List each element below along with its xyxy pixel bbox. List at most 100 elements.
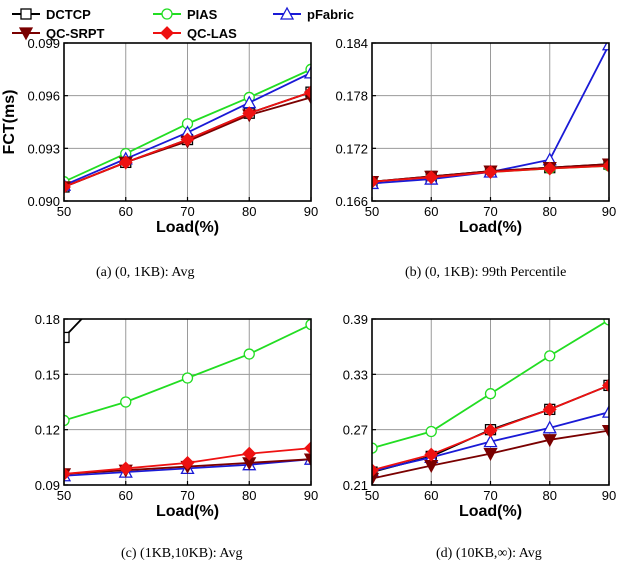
legend-marker [160,26,174,40]
x-tick-label: 60 [424,204,438,219]
data-point-qc-las [542,402,557,417]
data-point-pias [372,442,378,454]
y-tick-label: 0.096 [27,89,60,104]
data-point-qc-srpt [372,472,380,485]
legend-label: PIAS [187,7,218,22]
x-tick-label: 80 [242,204,256,219]
data-point-pias [603,319,609,326]
data-point-qc-las [64,467,71,481]
x-axis-label: Load(%) [156,219,219,236]
panel-c: 50 60 70 80 90 0.09 0.12 0.15 0.18 Load(%) [35,312,319,520]
data-point-qc-las [602,378,609,393]
series-group [372,43,609,190]
data-point-pias [243,348,255,360]
x-tick-label: 90 [602,204,616,219]
legend-marker [161,8,173,20]
series-qc-las [372,158,609,189]
data-point-qc-las [118,461,133,476]
legend-label: DCTCP [46,7,91,22]
data-point-qc-las [372,174,379,189]
panel-b: 50 60 70 80 90 0.166 0.172 0.178 0.184 Load(%) [335,36,616,236]
x-tick-label: 90 [602,488,616,503]
x-tick-label: 80 [242,488,256,503]
data-point-pias [64,414,70,427]
y-tick-label: 0.178 [335,89,368,104]
x-tick-label: 70 [180,204,194,219]
legend: DCTCP PIAS pFabric QC-SRPT QC-LAS [12,6,354,41]
y-tick-label: 0.27 [343,423,368,438]
data-point-pias [425,425,437,438]
data-point-qc-las [542,161,557,176]
caption-c: (c) (1KB,10KB): Avg [121,546,243,561]
x-tick-label: 70 [180,488,194,503]
chart-panels: 50 60 70 80 90 0.090 0.093 0.096 0.099 Load(%) FCT… [1,36,616,520]
data-point-pias [305,319,311,331]
series-qc-las [372,378,609,478]
data-point-qc-las [424,170,439,185]
data-point-qc-srpt [601,424,609,438]
series-group [372,319,609,485]
data-point-qc-las [304,441,311,456]
y-tick-label: 0.09 [35,478,60,493]
x-tick-label: 80 [543,488,557,503]
y-tick-label: 0.12 [35,423,60,438]
data-point-qc-las [483,165,498,179]
x-tick-label: 50 [57,488,71,503]
data-point-qc-srpt [303,453,311,467]
x-tick-label: 60 [424,488,438,503]
series-qc-srpt [372,424,609,485]
x-axis-label: Load(%) [156,503,219,520]
data-point-qc-srpt [542,434,557,448]
data-point-qc-las [64,180,71,194]
x-tick-label: 50 [57,204,71,219]
panel-d: 50 60 70 80 90 0.21 0.27 0.33 0.39 Load(%) [343,312,617,520]
legend-label: QC-LAS [187,26,237,41]
data-point-qc-las [483,423,498,438]
x-tick-label: 70 [483,204,497,219]
legend-marker [279,6,295,20]
data-point-pias [120,396,132,408]
y-tick-label: 0.39 [343,312,368,327]
series-pias [372,319,609,454]
legend-entry-qc-srpt: QC-SRPT [12,26,105,41]
y-tick-label: 0.21 [343,478,368,493]
y-tick-label: 0.33 [343,367,368,382]
data-point-qc-las [180,455,195,470]
legend-entry-qc-las: QC-LAS [153,26,237,41]
data-point-qc-las [304,85,311,100]
data-point-pias [484,388,497,400]
x-axis-label: Load(%) [459,219,522,236]
series-group [64,319,311,482]
x-tick-label: 50 [365,488,379,503]
legend-label: pFabric [307,7,354,22]
y-tick-label: 0.184 [335,36,368,51]
y-tick-label: 0.166 [335,194,368,209]
data-point-pfabric [542,420,557,434]
x-tick-label: 90 [304,488,318,503]
legend-entry-dctcp: DCTCP [12,7,91,22]
y-tick-label: 0.093 [27,141,60,156]
series-qc-las [64,85,311,194]
y-axis-label: FCT(ms) [1,90,18,155]
data-point-qc-srpt [483,447,498,462]
data-point-qc-las [242,106,257,121]
data-point-qc-las [242,446,257,461]
legend-marker [20,8,32,20]
y-tick-label: 0.099 [27,36,60,51]
y-tick-label: 0.090 [27,194,60,209]
legend-marker [18,27,34,41]
legend-entry-pias: PIAS [153,7,218,22]
data-point-pfabric [601,43,609,51]
data-point-qc-las [118,155,133,170]
series-group [64,63,311,195]
panel-a: 50 60 70 80 90 0.090 0.093 0.096 0.099 Load(%) FCT… [1,36,318,236]
data-point-qc-las [602,158,609,173]
data-point-pfabric [601,404,609,418]
x-tick-label: 60 [119,204,133,219]
series-dctcp [64,319,83,344]
caption-d: (d) (10KB,∞): Avg [436,546,542,561]
y-tick-label: 0.18 [35,312,60,327]
series-pias [64,319,311,427]
legend-entry-pfabric: pFabric [273,6,354,22]
